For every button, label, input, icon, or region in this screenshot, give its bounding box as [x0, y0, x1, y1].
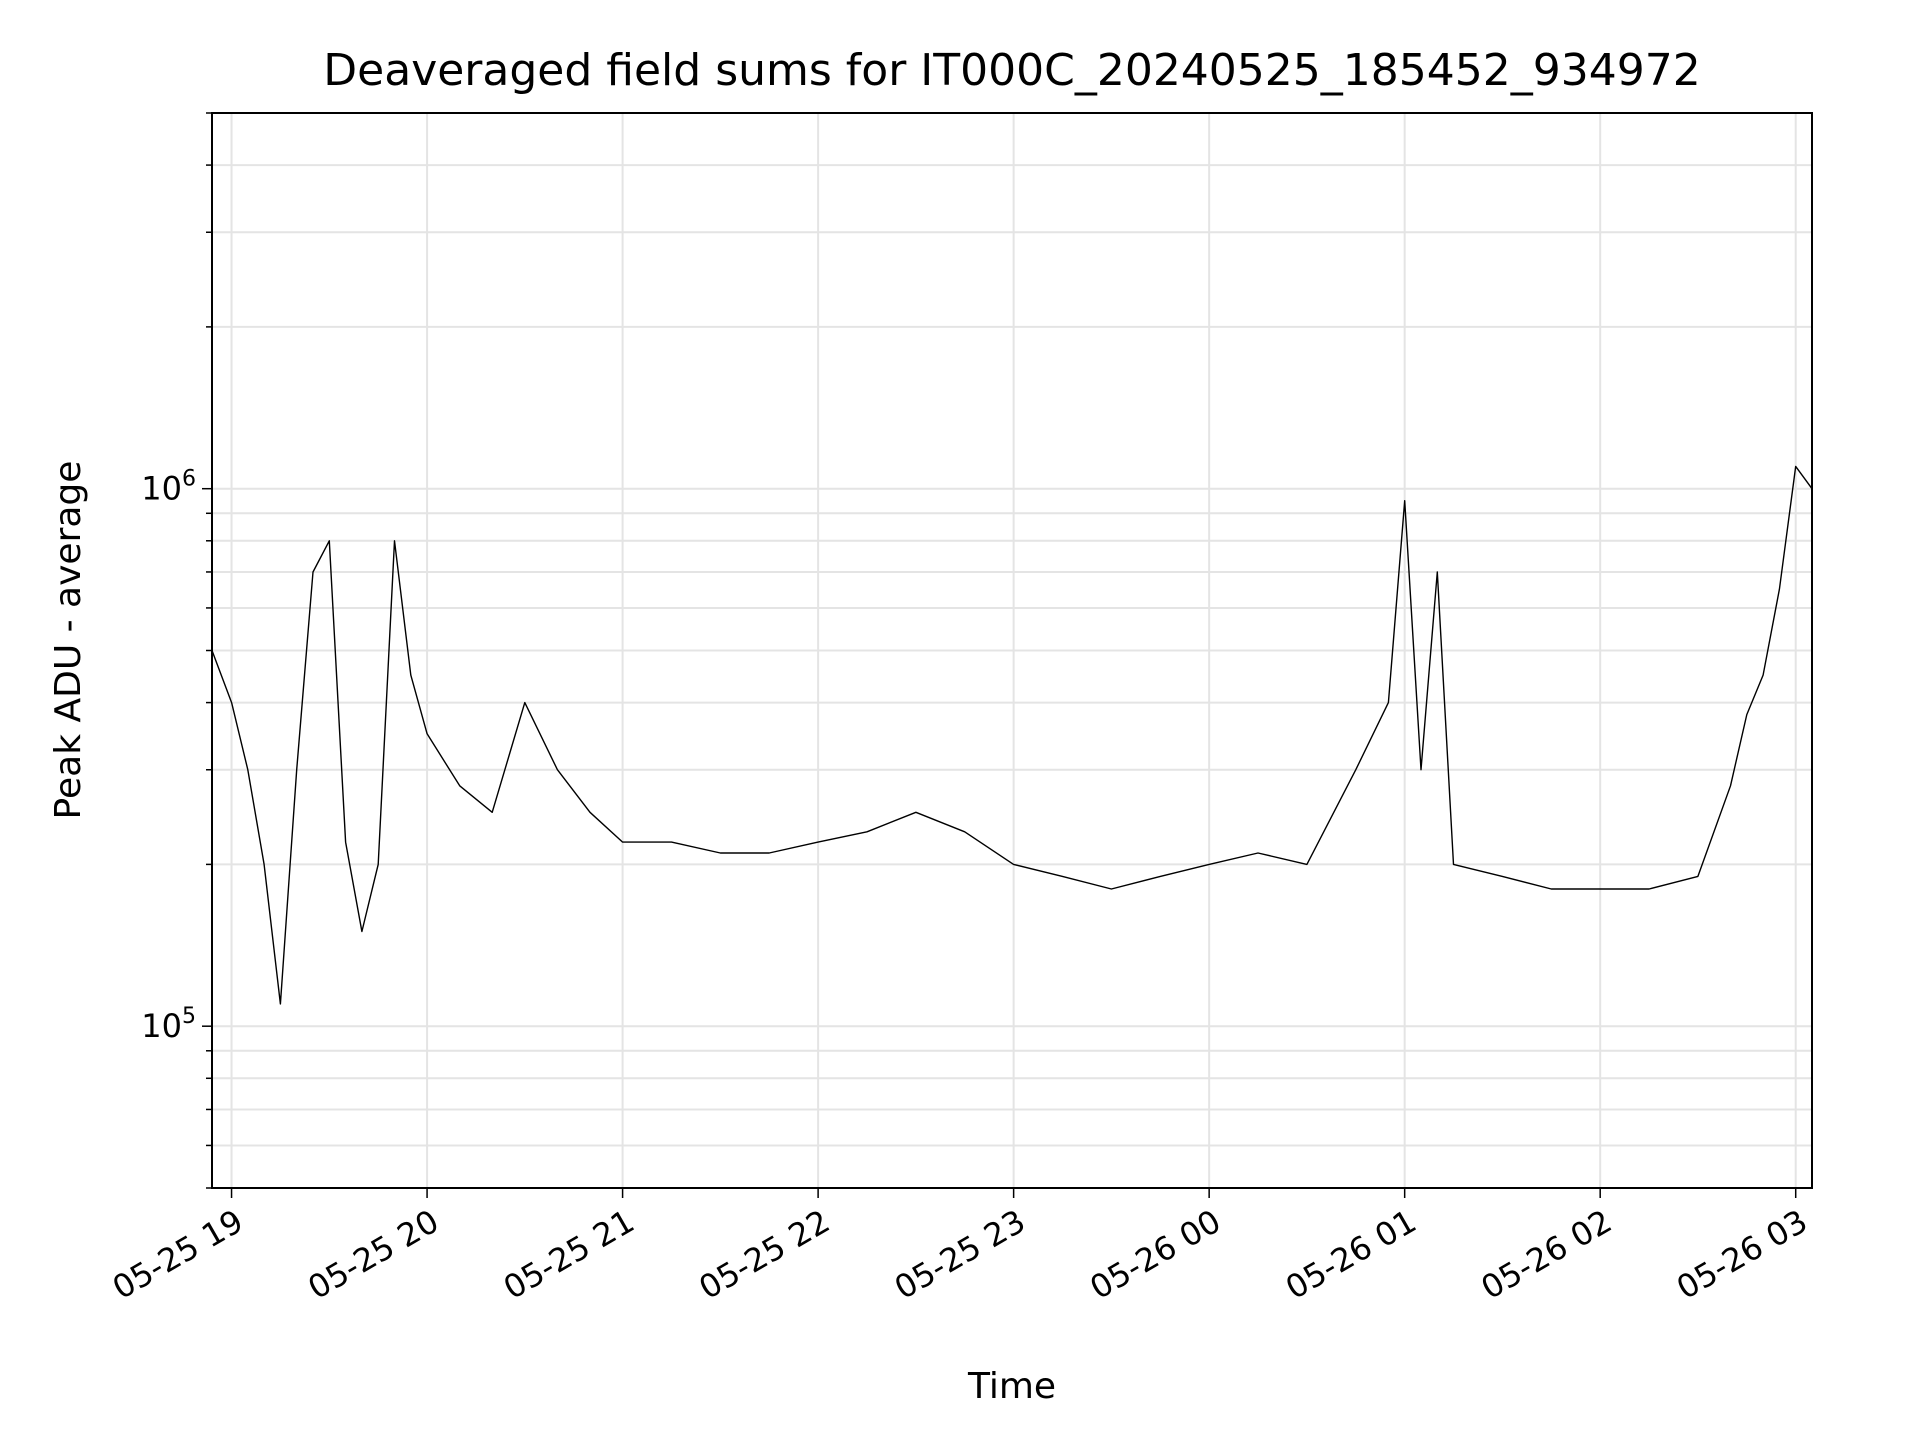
x-tick-label: 05-26 01: [1279, 1202, 1423, 1307]
x-tick-label: 05-25 20: [301, 1202, 445, 1307]
y-tick-label: 105: [141, 1004, 196, 1045]
x-axis-label: Time: [967, 1366, 1056, 1407]
series-line: [211, 465, 1813, 1005]
x-tick-label: 05-25 23: [888, 1202, 1032, 1307]
x-tick-label: 05-25 19: [106, 1202, 250, 1307]
x-tick-label: 05-26 00: [1084, 1202, 1228, 1307]
y-axis-label: Peak ADU - average: [48, 461, 89, 820]
chart-title: Deaveraged field sums for IT000C_2024052…: [323, 45, 1700, 96]
x-tick-label: 05-25 22: [693, 1202, 837, 1307]
x-axis-ticks: 05-25 19 05-25 20 05-25 21 05-25 22 05-25 23…: [106, 1188, 1814, 1307]
x-tick-label: 05-25 21: [497, 1202, 641, 1307]
x-gridlines: [230, 113, 1797, 1188]
y-axis-ticks: 105 106: [141, 112, 212, 1189]
x-tick-label: 05-26 03: [1670, 1202, 1814, 1307]
y-gridlines: [212, 112, 1812, 1189]
y-tick-label: 106: [141, 467, 196, 508]
x-tick-label: 05-26 02: [1475, 1202, 1619, 1307]
